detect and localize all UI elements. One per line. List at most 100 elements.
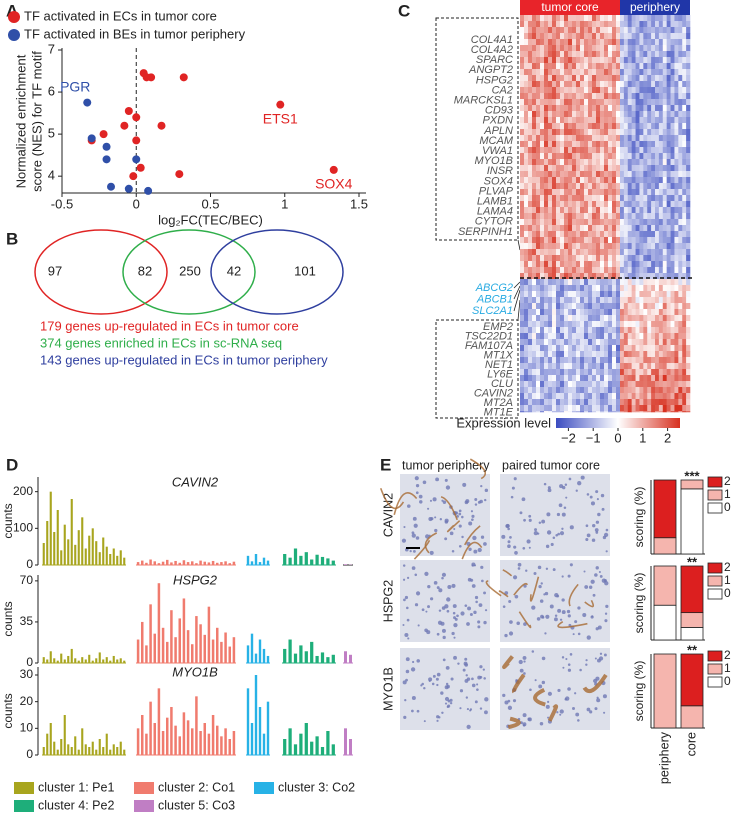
- bar: [199, 560, 202, 565]
- heatmap-cell: [627, 219, 632, 226]
- heatmap-cell: [627, 189, 632, 196]
- heatmap-cell: [612, 99, 617, 106]
- heatmap-cell: [651, 33, 656, 40]
- heatmap-cell: [548, 147, 553, 154]
- heatmap-cell: [532, 159, 537, 166]
- heatmap-cell: [540, 243, 545, 250]
- heatmap-cell: [616, 111, 621, 118]
- heatmap-cell: [604, 177, 609, 184]
- heatmap-cell: [588, 39, 593, 46]
- heatmap-cell: [568, 279, 573, 286]
- heatmap-cell: [623, 189, 629, 196]
- nucleus: [440, 691, 444, 695]
- heatmap-cell: [548, 315, 553, 322]
- heatmap-cell: [658, 135, 664, 142]
- heatmap-cell: [658, 165, 664, 172]
- heatmap-cell: [635, 303, 640, 310]
- heatmap-cell: [647, 315, 652, 322]
- heatmap-cell: [651, 411, 656, 413]
- heatmap-cell: [608, 15, 613, 22]
- heatmap-cell: [572, 105, 577, 112]
- heatmap-cell: [564, 69, 569, 76]
- heatmap-cell: [674, 15, 679, 22]
- heatmap-cell: [568, 285, 573, 292]
- heatmap-cell: [639, 405, 644, 412]
- heatmap-cell: [620, 267, 625, 274]
- heatmap-cell: [608, 321, 613, 328]
- bar: [102, 537, 105, 565]
- heatmap-cell: [592, 99, 597, 106]
- bar: [98, 739, 101, 755]
- heatmap-cell: [608, 99, 613, 106]
- heatmap-cell: [678, 201, 683, 208]
- heatmap-cell: [544, 171, 549, 178]
- heatmap-cell: [647, 243, 652, 250]
- heatmap-cell: [556, 177, 561, 184]
- heatmap-cell: [564, 231, 569, 238]
- heatmap-cell: [548, 81, 553, 88]
- heatmap-cell: [536, 231, 541, 238]
- gene-label: TSC22D1: [465, 330, 513, 342]
- nucleus: [428, 677, 433, 682]
- heatmap-cell: [576, 411, 581, 413]
- heatmap-cell: [584, 27, 589, 34]
- heatmap-cell: [608, 357, 613, 364]
- heatmap-cell: [532, 21, 537, 28]
- heatmap-cell: [524, 117, 529, 124]
- heatmap-cell: [674, 183, 679, 190]
- heatmap-cell: [643, 135, 648, 142]
- gene-label: LAMB1: [477, 196, 513, 208]
- heatmap-cell: [560, 249, 565, 256]
- heatmap-cell: [655, 363, 660, 370]
- heatmap-cell: [524, 195, 529, 202]
- heatmap-cell: [686, 237, 691, 244]
- heatmap-cell: [682, 249, 687, 256]
- heatmap-cell: [576, 51, 581, 58]
- nucleus: [428, 517, 433, 522]
- heatmap-cell: [604, 15, 609, 22]
- heatmap-cell: [588, 411, 593, 413]
- nucleus: [528, 514, 532, 518]
- heatmap-cell: [604, 93, 609, 100]
- y-axis-label: Normalized enrichment: [13, 54, 28, 188]
- heatmap-cell: [631, 399, 636, 406]
- heatmap-cell: [600, 309, 605, 316]
- heatmap-cell: [520, 267, 525, 274]
- heatmap-cell: [616, 189, 621, 196]
- heatmap-cell: [572, 315, 577, 322]
- heatmap-cell: [651, 171, 656, 178]
- heatmap-cell: [568, 237, 573, 244]
- heatmap-cell: [592, 177, 597, 184]
- bar: [116, 659, 119, 663]
- heatmap-cell: [608, 45, 613, 52]
- heatmap-cell: [584, 213, 589, 220]
- heatmap-cell: [651, 123, 656, 130]
- heatmap-cell: [612, 237, 617, 244]
- heatmap-cell: [564, 33, 569, 40]
- heatmap-cell: [560, 279, 565, 286]
- nucleus: [544, 591, 549, 596]
- heatmap-cell: [682, 345, 687, 352]
- heatmap-cell: [674, 207, 679, 214]
- heatmap-cell: [600, 147, 605, 154]
- nucleus: [561, 527, 564, 530]
- nucleus: [561, 575, 564, 578]
- heatmap-cell: [576, 363, 581, 370]
- heatmap-cell: [608, 51, 613, 58]
- heatmap-cell: [627, 393, 632, 400]
- heatmap-cell: [674, 231, 679, 238]
- heatmap-cell: [584, 303, 589, 310]
- heatmap-cell: [686, 51, 691, 58]
- heatmap-cell: [544, 321, 549, 328]
- heatmap-cell: [608, 243, 613, 250]
- heatmap-cell: [548, 327, 553, 334]
- heatmap-cell: [556, 387, 561, 394]
- heatmap-cell: [658, 381, 664, 388]
- heatmap-cell: [616, 315, 621, 322]
- heatmap-cell: [686, 129, 691, 136]
- heatmap-cell: [544, 21, 549, 28]
- heatmap-cell: [627, 39, 632, 46]
- heatmap-cell: [540, 345, 545, 352]
- heatmap-cell: [670, 99, 675, 106]
- heatmap-cell: [536, 165, 541, 172]
